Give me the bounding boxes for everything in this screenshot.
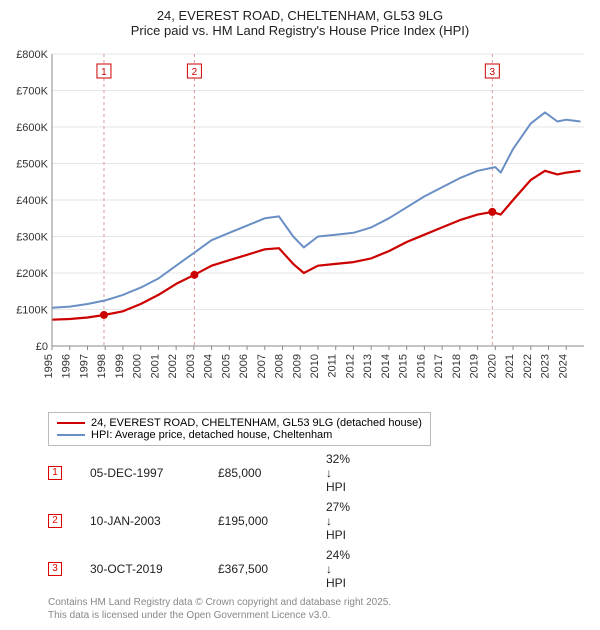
svg-text:2: 2 xyxy=(192,67,198,78)
svg-text:£500K: £500K xyxy=(16,159,48,171)
annotation-table: 1 05-DEC-1997 £85,000 32% ↓ HPI 2 10-JAN… xyxy=(48,452,592,590)
annotation-gap: 32% ↓ HPI xyxy=(326,452,354,494)
svg-text:2019: 2019 xyxy=(469,354,481,378)
svg-text:2007: 2007 xyxy=(256,354,268,378)
legend-item: 24, EVEREST ROAD, CHELTENHAM, GL53 9LG (… xyxy=(57,417,422,429)
svg-text:2010: 2010 xyxy=(309,354,321,378)
svg-text:2009: 2009 xyxy=(291,354,303,378)
annotation-gap: 24% ↓ HPI xyxy=(326,548,354,590)
svg-text:1998: 1998 xyxy=(96,354,108,378)
svg-text:£200K: £200K xyxy=(16,268,48,280)
svg-text:2022: 2022 xyxy=(522,354,534,378)
svg-text:2015: 2015 xyxy=(398,354,410,378)
marker-badge: 2 xyxy=(48,514,62,528)
annotation-price: £195,000 xyxy=(218,514,298,528)
svg-text:2012: 2012 xyxy=(344,354,356,378)
svg-text:3: 3 xyxy=(490,67,496,78)
svg-text:2004: 2004 xyxy=(203,354,215,378)
svg-text:£700K: £700K xyxy=(16,86,48,98)
annotation-row: 3 30-OCT-2019 £367,500 24% ↓ HPI xyxy=(48,548,592,590)
svg-text:1: 1 xyxy=(101,67,107,78)
svg-text:2021: 2021 xyxy=(504,354,516,378)
annotation-price: £85,000 xyxy=(218,466,298,480)
marker-badge: 1 xyxy=(48,466,62,480)
svg-text:1996: 1996 xyxy=(61,354,73,378)
chart-svg: £0 £100K £200K £300K £400K £500K £600K £700K £80… xyxy=(8,46,592,406)
attribution: Contains HM Land Registry data © Crown c… xyxy=(48,596,592,622)
svg-text:£100K: £100K xyxy=(16,305,48,317)
title-line1: 24, EVEREST ROAD, CHELTENHAM, GL53 9LG xyxy=(8,8,592,23)
annotation-gap: 27% ↓ HPI xyxy=(326,500,354,542)
marker-badge: 3 xyxy=(48,562,62,576)
legend-swatch xyxy=(57,422,85,424)
svg-text:2008: 2008 xyxy=(274,354,286,378)
svg-text:£300K: £300K xyxy=(16,232,48,244)
annotation-date: 05-DEC-1997 xyxy=(90,466,190,480)
svg-text:2005: 2005 xyxy=(220,354,232,378)
svg-text:2016: 2016 xyxy=(415,354,427,378)
svg-text:2020: 2020 xyxy=(486,354,498,378)
attribution-line: Contains HM Land Registry data © Crown c… xyxy=(48,596,592,609)
legend-item: HPI: Average price, detached house, Chel… xyxy=(57,429,422,441)
attribution-line: This data is licensed under the Open Gov… xyxy=(48,609,592,622)
svg-text:2006: 2006 xyxy=(238,354,250,378)
svg-text:1995: 1995 xyxy=(43,354,55,378)
legend-label: HPI: Average price, detached house, Chel… xyxy=(91,429,332,441)
svg-text:1999: 1999 xyxy=(114,354,126,378)
annotation-row: 2 10-JAN-2003 £195,000 27% ↓ HPI xyxy=(48,500,592,542)
svg-text:2018: 2018 xyxy=(451,354,463,378)
annotation-price: £367,500 xyxy=(218,562,298,576)
svg-text:£800K: £800K xyxy=(16,49,48,61)
svg-text:2017: 2017 xyxy=(433,354,445,378)
svg-text:2011: 2011 xyxy=(327,354,339,378)
line-chart: £0 £100K £200K £300K £400K £500K £600K £700K £80… xyxy=(8,46,592,406)
svg-text:2003: 2003 xyxy=(185,354,197,378)
svg-text:£400K: £400K xyxy=(16,195,48,207)
annotation-date: 10-JAN-2003 xyxy=(90,514,190,528)
svg-text:2002: 2002 xyxy=(167,354,179,378)
annotation-row: 1 05-DEC-1997 £85,000 32% ↓ HPI xyxy=(48,452,592,494)
svg-text:2024: 2024 xyxy=(557,354,569,378)
svg-text:2023: 2023 xyxy=(540,354,552,378)
chart-title: 24, EVEREST ROAD, CHELTENHAM, GL53 9LG P… xyxy=(8,8,592,38)
legend-swatch xyxy=(57,434,85,436)
svg-text:1997: 1997 xyxy=(78,354,90,378)
svg-text:£600K: £600K xyxy=(16,122,48,134)
legend: 24, EVEREST ROAD, CHELTENHAM, GL53 9LG (… xyxy=(48,412,431,446)
title-line2: Price paid vs. HM Land Registry's House … xyxy=(8,23,592,38)
svg-text:2013: 2013 xyxy=(362,354,374,378)
svg-text:2014: 2014 xyxy=(380,354,392,378)
legend-label: 24, EVEREST ROAD, CHELTENHAM, GL53 9LG (… xyxy=(91,417,422,429)
svg-text:2000: 2000 xyxy=(132,354,144,378)
svg-text:£0: £0 xyxy=(36,341,48,353)
annotation-date: 30-OCT-2019 xyxy=(90,562,190,576)
svg-text:2001: 2001 xyxy=(149,354,161,378)
